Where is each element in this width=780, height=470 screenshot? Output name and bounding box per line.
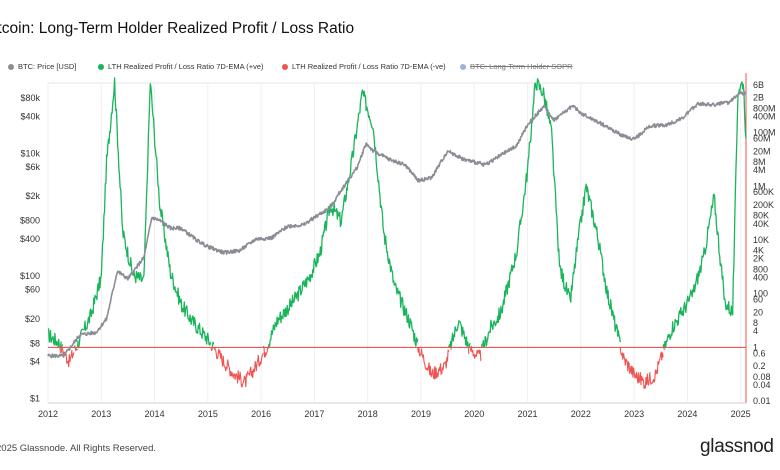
- y-right-tick-label: 20M: [753, 146, 771, 156]
- y-left-tick-label: $4: [30, 357, 40, 367]
- y-left-tick-label: $1: [30, 394, 40, 404]
- y-right-tick-label: 0.6: [753, 348, 766, 358]
- y-right-tick-label: 4K: [753, 246, 764, 256]
- y-right-tick-label: 10K: [753, 235, 769, 245]
- y-right-tick-label: 4: [753, 326, 758, 336]
- y-right-tick-label: 2B: [753, 93, 764, 103]
- ratio-negative-line: [57, 347, 746, 389]
- x-tick-label: 2016: [251, 409, 271, 419]
- x-tick-label: 2014: [145, 409, 165, 419]
- y-right-tick-label: 600K: [753, 187, 774, 197]
- legend-label-ratio-negative: LTH Realized Profit / Loss Ratio 7D-EMA …: [292, 62, 446, 71]
- y-right-tick-label: 60M: [753, 134, 771, 144]
- legend-label-lth-sopr: BTC: Long-Term Holder SOPR: [470, 62, 573, 71]
- y-right-tick-label: 800M: [753, 103, 776, 113]
- y-right-tick-label: 80K: [753, 211, 769, 221]
- y-right-tick-label: 1: [753, 342, 758, 352]
- x-tick-label: 2019: [411, 409, 431, 419]
- legend-label-ratio-positive: LTH Realized Profit / Loss Ratio 7D-EMA …: [108, 62, 264, 71]
- y-right-tick-label: 6B: [753, 80, 764, 90]
- legend-swatch-ratio-positive: [98, 63, 104, 70]
- x-tick-label: 2013: [91, 409, 111, 419]
- legend-item-ratio-negative[interactable]: LTH Realized Profit / Loss Ratio 7D-EMA …: [282, 62, 446, 71]
- chart-title: itcoin: Long-Term Holder Realized Profit…: [0, 20, 355, 37]
- x-tick-label: 2018: [358, 409, 378, 419]
- y-right-tick-label: 60: [753, 295, 763, 305]
- legend-item-lth-sopr[interactable]: BTC: Long-Term Holder SOPR: [460, 62, 573, 71]
- y-left-tick-label: $10k: [20, 148, 40, 158]
- y-right-tick-label: 0.2: [753, 361, 766, 371]
- y-right-tick-label: 2K: [753, 254, 764, 264]
- y-right-tick-label: 4M: [753, 165, 766, 175]
- y-right-tick-label: 0.01: [753, 396, 771, 406]
- y-left-tick-label: $8: [30, 338, 40, 348]
- y-right-tick-label: 40K: [753, 219, 769, 229]
- y-left-tick-label: $60: [25, 285, 40, 295]
- y-right-tick-label: 200K: [753, 200, 774, 210]
- legend-item-ratio-positive[interactable]: LTH Realized Profit / Loss Ratio 7D-EMA …: [98, 62, 264, 71]
- y-left-tick-label: $800: [20, 216, 40, 226]
- y-left-tick-label: $400: [20, 234, 40, 244]
- plot-frame: [47, 82, 747, 404]
- y-left-tick-label: $80k: [20, 93, 40, 103]
- legend-swatch-price: [8, 63, 14, 70]
- x-axis: 2012 2013 2014 2015 2016 2017 2018 2019 2020 2021…: [38, 409, 751, 419]
- y-axis-right: 6B2B800M400M100M60M20M8M4M1M600K200K80K4…: [753, 80, 776, 406]
- legend-item-price[interactable]: BTC: Price [USD]: [8, 62, 76, 71]
- x-tick-label: 2021: [518, 409, 538, 419]
- y-left-tick-label: $2k: [25, 191, 40, 201]
- y-right-tick-label: 800: [753, 264, 768, 274]
- y-right-tick-label: 1M: [753, 181, 766, 191]
- y-right-tick-label: 0.08: [753, 372, 771, 382]
- y-right-tick-label: 100M: [753, 128, 776, 138]
- x-tick-label: 2024: [677, 409, 697, 419]
- chart-lines: [47, 77, 747, 389]
- x-tick-label: 2020: [464, 409, 484, 419]
- y-right-tick-label: 0.04: [753, 380, 771, 390]
- y-left-tick-label: $100: [20, 271, 40, 281]
- y-right-tick-label: 400M: [753, 111, 776, 121]
- x-tick-label: 2023: [624, 409, 644, 419]
- brand-logo[interactable]: glassnod: [700, 436, 774, 457]
- y-left-tick-label: $40k: [20, 111, 40, 121]
- chart-grid: [47, 73, 747, 404]
- x-tick-label: 2017: [304, 409, 324, 419]
- legend-swatch-ratio-negative: [282, 63, 288, 70]
- legend-swatch-lth-sopr: [460, 63, 466, 70]
- x-tick-label: 2012: [38, 409, 58, 419]
- y-axis-left: $80k $40k $10k $6k $2k $800 $400 $100 $60 $20 $8 $4…: [20, 93, 41, 404]
- y-left-tick-label: $20: [25, 314, 40, 324]
- y-right-tick-label: 8M: [753, 157, 766, 167]
- x-tick-label: 2025: [731, 409, 751, 419]
- copyright-text: 2025 Glassnode. All Rights Reserved.: [0, 443, 157, 454]
- y-right-tick-label: 400: [753, 273, 768, 283]
- y-right-tick-label: 20: [753, 307, 763, 317]
- ratio-positive-line: [47, 77, 747, 348]
- legend-label-price: BTC: Price [USD]: [18, 62, 77, 71]
- btc-price-line: [47, 90, 747, 359]
- y-right-tick-label: 8: [753, 318, 758, 328]
- x-tick-label: 2015: [198, 409, 218, 419]
- x-tick-label: 2022: [571, 409, 591, 419]
- y-left-tick-label: $6k: [25, 162, 40, 172]
- y-right-tick-label: 100: [753, 289, 768, 299]
- chart-legend: BTC: Price [USD] LTH Realized Profit / L…: [0, 62, 780, 76]
